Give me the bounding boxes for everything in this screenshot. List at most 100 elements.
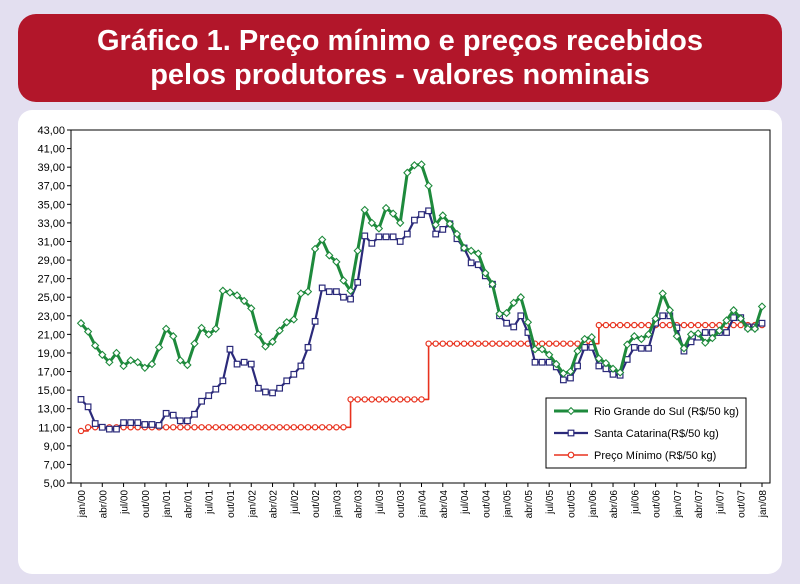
- point-rio-grande-do-sul: [183, 360, 192, 370]
- point-santa-catarina: [134, 419, 142, 427]
- point-santa-catarina: [503, 319, 511, 327]
- point-rio-grande-do-sul: [644, 330, 653, 339]
- y-tick-label: 43,00: [37, 125, 65, 137]
- point-santa-catarina: [113, 425, 120, 433]
- point-preco-minimo: [574, 340, 581, 347]
- point-santa-catarina: [98, 423, 106, 431]
- point-rio-grande-do-sul: [154, 343, 164, 352]
- point-santa-catarina: [332, 288, 340, 296]
- point-rio-grande-do-sul: [310, 244, 320, 254]
- point-santa-catarina: [91, 420, 99, 427]
- point-santa-catarina: [304, 343, 312, 351]
- point-santa-catarina: [318, 284, 326, 292]
- legend-marker-circle: [567, 451, 575, 459]
- point-preco-minimo: [219, 424, 227, 431]
- point-rio-grande-do-sul: [275, 326, 284, 335]
- point-preco-minimo: [687, 321, 695, 329]
- point-santa-catarina: [559, 376, 567, 384]
- point-rio-grande-do-sul: [325, 251, 334, 260]
- point-santa-catarina: [425, 207, 432, 215]
- point-santa-catarina: [389, 233, 397, 241]
- x-tick-label: abr/07: [694, 490, 705, 519]
- point-rio-grande-do-sul: [410, 161, 419, 170]
- point-santa-catarina: [595, 362, 603, 370]
- y-tick-label: 25,00: [37, 292, 65, 304]
- point-rio-grande-do-sul: [445, 219, 455, 229]
- point-preco-minimo: [446, 340, 454, 347]
- chart-title-line-1: Gráfico 1. Preço mínimo e preços recebid…: [97, 25, 703, 57]
- point-preco-minimo: [482, 340, 489, 347]
- point-santa-catarina: [411, 216, 418, 224]
- point-rio-grande-do-sul: [133, 358, 142, 367]
- point-rio-grande-do-sul: [225, 288, 235, 297]
- point-rio-grande-do-sul: [91, 341, 100, 350]
- x-tick-label: out/01: [226, 490, 237, 518]
- point-preco-minimo: [680, 321, 688, 329]
- point-preco-minimo: [77, 427, 85, 435]
- point-rio-grande-do-sul: [466, 246, 476, 255]
- y-tick-label: 11,00: [38, 422, 65, 434]
- point-santa-catarina: [531, 358, 539, 366]
- point-rio-grande-do-sul: [83, 327, 93, 336]
- x-tick-label: abr/00: [98, 490, 109, 519]
- point-preco-minimo: [177, 424, 184, 431]
- point-rio-grande-do-sul: [488, 280, 497, 289]
- y-tick-label: 5,00: [44, 478, 65, 490]
- x-tick-label: out/02: [311, 490, 322, 518]
- point-preco-minimo: [425, 340, 432, 347]
- y-tick-label: 35,00: [37, 199, 65, 211]
- point-preco-minimo: [233, 424, 241, 431]
- point-santa-catarina: [77, 395, 85, 403]
- y-tick-label: 13,00: [37, 404, 65, 416]
- point-rio-grande-do-sul: [438, 211, 447, 220]
- point-santa-catarina: [233, 360, 241, 368]
- point-rio-grande-do-sul: [757, 302, 767, 311]
- point-preco-minimo: [212, 424, 219, 431]
- x-tick-label: jan/06: [588, 490, 599, 519]
- point-santa-catarina: [403, 230, 411, 238]
- point-rio-grande-do-sul: [502, 308, 511, 318]
- point-santa-catarina: [325, 288, 333, 296]
- point-rio-grande-do-sul: [247, 304, 256, 313]
- y-tick-label: 41,00: [37, 144, 65, 156]
- point-santa-catarina: [127, 419, 135, 427]
- x-tick-label: jul/07: [715, 490, 726, 515]
- point-rio-grande-do-sul: [665, 306, 674, 315]
- point-santa-catarina: [432, 230, 440, 238]
- legend: Rio Grande do Sul (R$/50 kg) Santa Catari…: [545, 397, 747, 469]
- point-preco-minimo: [248, 424, 255, 431]
- line-chart: 43,00 41,00 39,00 37,00 35,00 33,00 31,00 29,00…: [37, 125, 771, 519]
- point-rio-grande-do-sul: [161, 324, 171, 333]
- point-santa-catarina: [645, 344, 652, 352]
- x-tick-label: jan/03: [332, 490, 343, 519]
- point-santa-catarina: [396, 238, 404, 245]
- y-tick-label: 21,00: [37, 329, 65, 341]
- point-rio-grande-do-sul: [126, 356, 135, 365]
- point-rio-grande-do-sul: [637, 334, 646, 344]
- x-tick-label: jul/06: [630, 490, 641, 515]
- point-preco-minimo: [624, 321, 631, 329]
- point-preco-minimo: [255, 424, 262, 431]
- point-santa-catarina: [382, 233, 390, 241]
- point-santa-catarina: [418, 211, 425, 218]
- point-santa-catarina: [105, 425, 113, 433]
- point-santa-catarina: [283, 377, 291, 385]
- point-rio-grande-do-sul: [403, 168, 412, 177]
- point-preco-minimo: [631, 321, 638, 329]
- point-rio-grande-do-sul: [346, 286, 355, 295]
- point-santa-catarina: [254, 384, 262, 392]
- x-tick-label: jul/01: [205, 490, 216, 515]
- y-tick-label: 17,00: [37, 367, 65, 379]
- point-preco-minimo: [595, 321, 603, 329]
- point-rio-grande-do-sul: [98, 350, 107, 359]
- x-tick-label: out/04: [481, 490, 492, 518]
- point-preco-minimo: [404, 396, 411, 403]
- point-rio-grande-do-sul: [197, 323, 206, 333]
- point-santa-catarina: [758, 319, 766, 327]
- point-rio-grande-do-sul: [743, 324, 752, 333]
- point-santa-catarina: [630, 343, 638, 351]
- point-santa-catarina: [439, 225, 447, 233]
- point-rio-grande-do-sul: [140, 363, 150, 372]
- point-preco-minimo: [340, 424, 347, 431]
- point-rio-grande-do-sul: [232, 291, 242, 300]
